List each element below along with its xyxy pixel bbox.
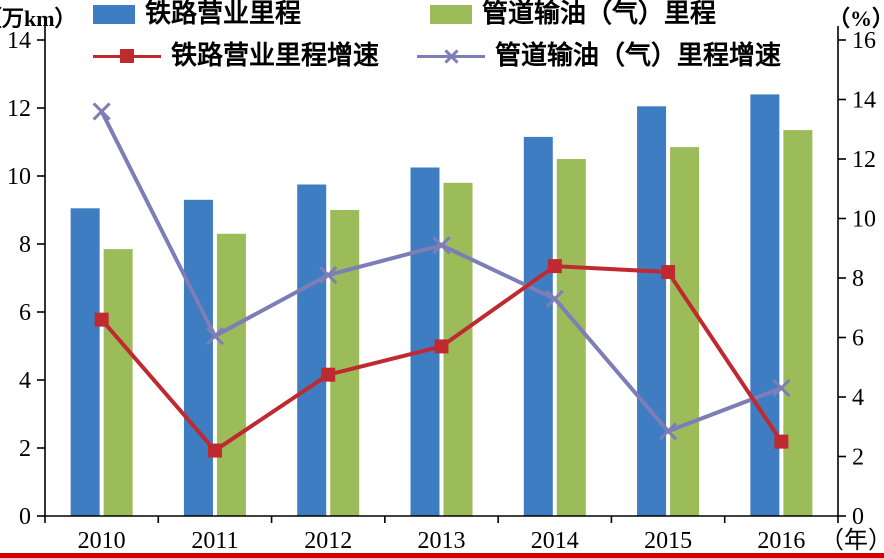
- x-axis-label-2016: 2016: [757, 528, 805, 554]
- right-axis-tick-label: 2: [852, 445, 864, 471]
- x-axis-label-2010: 2010: [78, 528, 126, 554]
- marker-square-2016: [774, 434, 789, 449]
- bar-pipeline-2012: [330, 210, 360, 516]
- bar-pipeline-2014: [556, 159, 586, 516]
- bar-railway-2014: [523, 136, 553, 516]
- left-axis-tick-label: 6: [19, 300, 31, 326]
- legend-swatch-railway-growth: [93, 46, 161, 66]
- bar-railway-2015: [637, 106, 667, 517]
- left-axis-unit: （万km）: [0, 6, 77, 31]
- legend-label-railway-growth: 铁路营业里程增速: [171, 41, 380, 70]
- bar-railway-2012: [297, 184, 327, 516]
- x-axis-label-2015: 2015: [644, 528, 692, 554]
- marker-square-2013: [434, 339, 449, 354]
- right-axis-tick-label: 10: [852, 207, 876, 233]
- marker-x-2016: [772, 379, 791, 398]
- marker-square-2010: [94, 312, 109, 327]
- bar-pipeline-2015: [670, 147, 700, 516]
- marker-x-2014: [545, 289, 564, 308]
- right-axis-tick-label: 14: [852, 88, 876, 114]
- marker-x-2012: [319, 265, 338, 285]
- left-axis-tick-label: 8: [19, 232, 31, 258]
- legend-item-railway-mileage: 铁路营业里程: [93, 0, 301, 28]
- legend-label-railway-mileage: 铁路营业里程: [145, 0, 302, 28]
- right-axis-tick-label: 8: [852, 266, 864, 292]
- bar-railway-2016: [750, 94, 780, 517]
- marker-square-2015: [661, 265, 676, 280]
- legend-item-pipeline-mileage: 管道输油（气）里程: [430, 0, 716, 28]
- x-axis-label-2014: 2014: [531, 528, 579, 554]
- legend-item-pipeline-growth: 管道输油（气）里程增速: [417, 42, 781, 70]
- left-axis-tick-label: 10: [7, 164, 31, 190]
- x-axis-unit: （年）: [820, 527, 884, 554]
- right-axis-unit: （%）: [827, 6, 884, 31]
- legend-item-railway-growth: 铁路营业里程增速: [93, 42, 379, 70]
- legend-swatch-pipeline-growth: [417, 46, 485, 66]
- x-axis-label-2013: 2013: [418, 528, 466, 554]
- left-axis-tick-label: 12: [7, 96, 31, 122]
- bar-railway-2010: [70, 208, 100, 517]
- right-axis-tick-label: 16: [852, 28, 876, 54]
- left-axis-tick-label: 4: [19, 368, 31, 394]
- legend-label-pipeline-mileage: 管道输油（气）里程: [482, 0, 717, 28]
- bar-pipeline-2016: [783, 130, 813, 516]
- marker-x-2013: [432, 236, 451, 255]
- x-axis-label-2012: 2012: [304, 528, 352, 554]
- right-axis-tick-label: 4: [852, 385, 864, 411]
- left-axis-tick-label: 0: [19, 504, 31, 530]
- left-axis-tick-label: 14: [7, 28, 31, 54]
- marker-square-2014: [547, 259, 562, 274]
- bar-pipeline-2011: [216, 233, 246, 517]
- bar-pipeline-2010: [103, 249, 133, 516]
- x-axis-label-2011: 2011: [191, 528, 238, 554]
- legend-label-pipeline-growth: 管道输油（气）里程增速: [495, 41, 782, 70]
- marker-x-2011: [205, 326, 224, 346]
- right-axis-tick-label: 12: [852, 147, 876, 173]
- marker-square-2012: [321, 367, 336, 382]
- right-axis-tick-label: 0: [852, 504, 864, 530]
- bar-railway-2011: [183, 199, 213, 517]
- marker-square-2011: [207, 443, 222, 458]
- marker-x-2010: [92, 102, 111, 121]
- bottom-red-rule: [0, 553, 884, 558]
- marker-x-2015: [659, 422, 678, 441]
- right-axis-tick-label: 6: [852, 326, 864, 352]
- left-axis-tick-label: 2: [19, 436, 31, 462]
- legend-swatch-railway-mileage: [93, 4, 135, 24]
- legend-swatch-pipeline-mileage: [430, 4, 472, 24]
- legend-square-marker-icon: [120, 49, 134, 63]
